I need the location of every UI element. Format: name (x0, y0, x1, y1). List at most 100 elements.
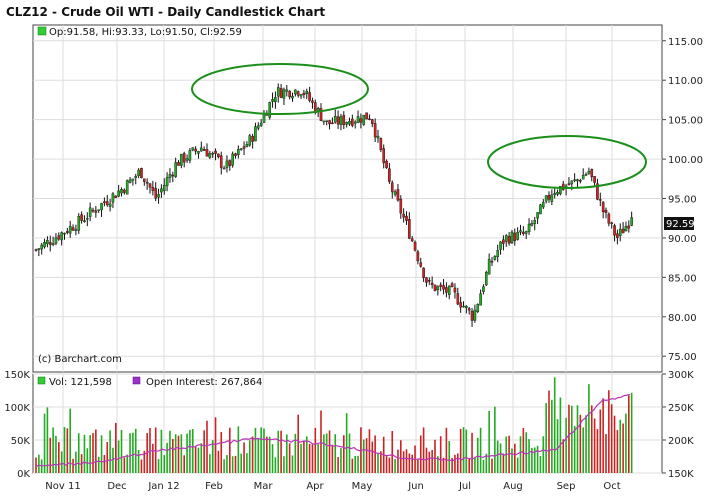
volume-bar (599, 409, 602, 473)
volume-bar (234, 455, 237, 473)
candle (382, 144, 386, 169)
candle (567, 177, 571, 186)
candle (419, 257, 423, 268)
volume-bar (66, 428, 69, 473)
candle-body (445, 287, 448, 293)
volume-bar (371, 441, 374, 473)
candle-body (410, 238, 414, 242)
copyright-text: (c) Barchart.com (38, 354, 122, 365)
candle (257, 122, 260, 131)
candle-body (71, 227, 75, 231)
candle (225, 155, 229, 173)
volume-bar (391, 431, 394, 473)
volume-bar (254, 427, 257, 473)
volume-bar (280, 430, 282, 473)
volume-bar (140, 459, 143, 473)
candle-body (37, 248, 41, 251)
candle (245, 141, 249, 148)
price-tick-label: 105.00 (668, 116, 703, 127)
volume-bar (428, 451, 431, 473)
candle-body (536, 212, 539, 219)
candle-body (77, 216, 81, 231)
candle (470, 308, 474, 327)
candle (74, 224, 78, 236)
candle (616, 229, 619, 245)
volume-bar (200, 443, 203, 473)
candle-body (408, 219, 411, 239)
candle-body (294, 89, 297, 95)
volume-bar (95, 429, 97, 473)
candle (63, 232, 66, 240)
volume-bar (531, 447, 533, 473)
candle-body (385, 160, 388, 168)
volume-bar (559, 397, 562, 473)
candle (71, 224, 75, 231)
candle (239, 148, 243, 151)
candle (388, 163, 391, 184)
candle (442, 278, 445, 295)
candle-body (299, 94, 303, 97)
candle (422, 267, 425, 282)
volume-bar (43, 413, 46, 473)
candle-body (416, 251, 420, 262)
candle (618, 223, 622, 242)
volume-bar (97, 456, 100, 473)
candle-body (105, 201, 109, 206)
candle (627, 220, 631, 233)
candle (182, 151, 186, 168)
volume-bar (58, 442, 60, 473)
candle (579, 178, 582, 184)
volume-bar (248, 440, 251, 473)
candle-body (618, 228, 622, 237)
candle-body (450, 283, 454, 288)
candle-body (613, 225, 616, 236)
candle (114, 195, 118, 198)
candle (485, 270, 488, 287)
candle (573, 173, 576, 183)
volume-bar (226, 455, 228, 473)
candle (311, 97, 314, 109)
candle (168, 168, 172, 183)
candle-body (308, 92, 311, 101)
volume-bar (357, 455, 359, 473)
candle (553, 188, 556, 199)
candle (68, 220, 72, 238)
candle (279, 83, 283, 99)
volume-bar (305, 436, 308, 473)
volume-bar (260, 427, 262, 473)
volume-bar (274, 457, 277, 473)
candle (547, 191, 551, 203)
candle (539, 203, 542, 215)
volume-bar (320, 410, 322, 473)
candle-body (103, 201, 106, 204)
volume-bar (325, 433, 328, 473)
candle (456, 287, 460, 306)
volume-bar (172, 439, 174, 473)
volume-tick-label: 50K (11, 436, 31, 447)
volume-y-axis: 150K 100K 50K 0K (4, 370, 30, 480)
candle-body (570, 180, 574, 185)
candle-body (616, 233, 619, 238)
candle-body (422, 267, 425, 278)
candle (100, 202, 103, 217)
volume-bar (630, 392, 633, 473)
volume-bar (297, 414, 299, 473)
candle (57, 232, 61, 241)
x-tick-label: Jun (407, 481, 424, 492)
volume-bar (109, 430, 111, 473)
candle (259, 119, 263, 128)
candle (408, 212, 411, 240)
volume-bar (331, 444, 334, 473)
sep-peak-ellipse (487, 135, 647, 189)
candle-body (228, 160, 232, 166)
candle (299, 93, 303, 100)
candle (174, 157, 177, 178)
candle-body (604, 210, 608, 213)
volume-bar (602, 398, 604, 473)
candle-body (237, 149, 240, 155)
volume-tick-label: 0K (17, 469, 30, 480)
candle (228, 159, 232, 171)
candle-body (482, 286, 485, 292)
volume-bar (539, 456, 542, 473)
